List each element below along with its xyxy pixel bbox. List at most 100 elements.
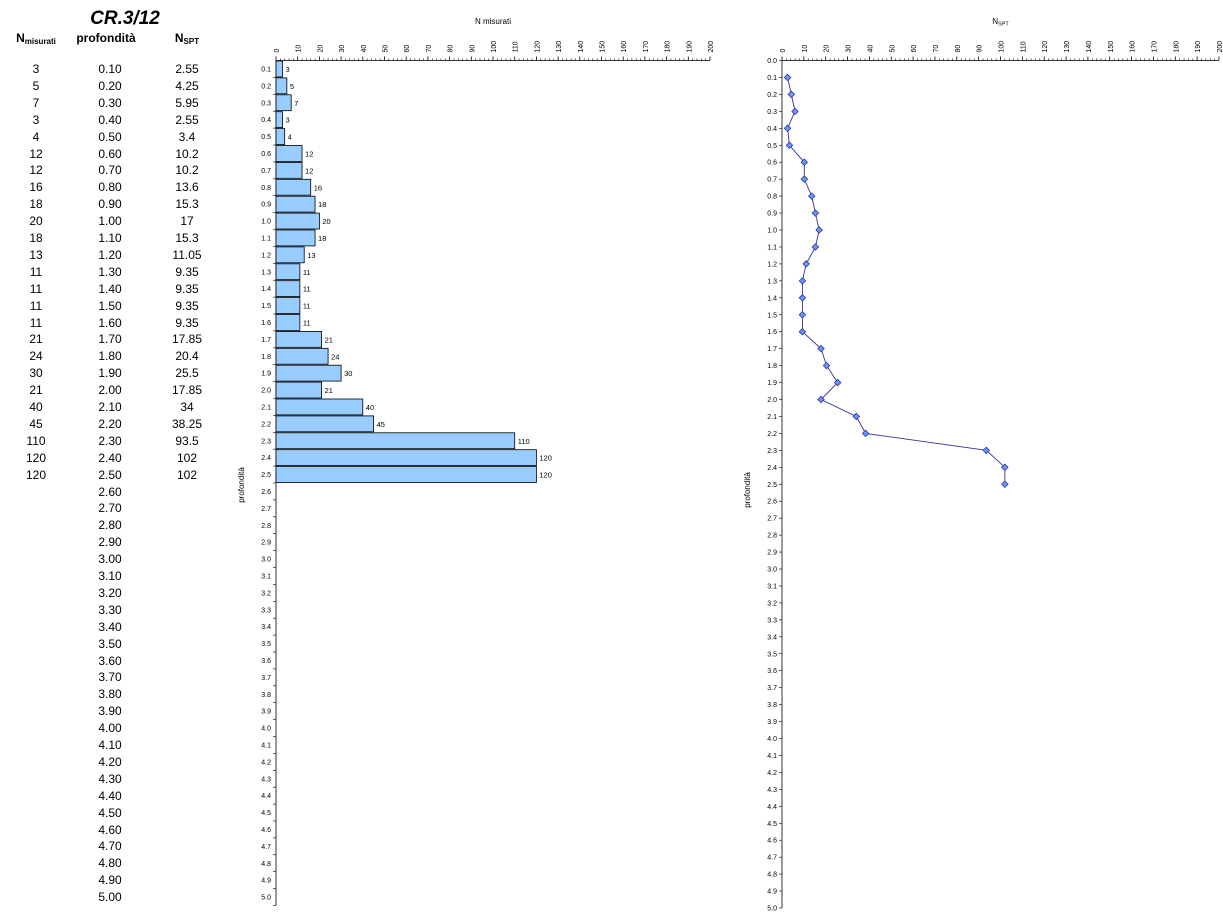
- profondita-cell: 0.20: [98, 78, 122, 93]
- y-tick-label: 3.0: [261, 557, 271, 564]
- profondita-cell: 2.10: [98, 400, 122, 414]
- data-point-marker: [800, 175, 809, 183]
- data-point-marker: [1001, 480, 1009, 489]
- y-tick-label: 1.6: [261, 320, 271, 327]
- n-spt-cell: 4.25: [175, 78, 199, 93]
- series-line: [787, 77, 1006, 485]
- x-tick-label: 0: [274, 49, 281, 53]
- n-misurati-cell: 18: [29, 231, 43, 245]
- y-tick-label: 4.1: [261, 742, 271, 749]
- x-tick-label: 140: [1086, 41, 1093, 53]
- x-tick-label: 190: [686, 41, 693, 53]
- bar: [275, 128, 286, 145]
- y-tick-label: 1.7: [767, 346, 777, 353]
- y-tick-label: 2.4: [767, 465, 777, 472]
- bar: [275, 381, 322, 399]
- x-tick-label: 160: [1130, 41, 1137, 53]
- x-tick-label: 180: [665, 41, 672, 53]
- y-tick-label: 1.3: [261, 269, 271, 276]
- y-tick-label: 1.6: [767, 329, 777, 336]
- n-spt-cell: 2.55: [175, 112, 199, 127]
- y-tick-label: 1.0: [767, 228, 777, 235]
- x-tick-label: 60: [404, 45, 411, 53]
- y-tick-label: 2.8: [261, 523, 271, 530]
- y-tick-label: 0.0: [767, 58, 777, 65]
- data-point-marker: [785, 141, 794, 150]
- y-tick-label: 0.5: [767, 143, 777, 150]
- profondita-cell: 1.50: [98, 298, 122, 313]
- y-tick-label: 0.4: [261, 117, 271, 124]
- y-tick-label: 2.2: [261, 421, 271, 428]
- y-tick-label: 4.7: [261, 844, 271, 851]
- bar-data-label: 24: [331, 352, 339, 361]
- profondita-cell: 0.70: [98, 163, 122, 178]
- x-tick-label: 0: [780, 49, 787, 53]
- n-spt-cell: 102: [176, 450, 198, 465]
- n-spt-cell: 11.05: [172, 247, 202, 262]
- profondita-cell: 4.70: [98, 839, 122, 854]
- bar-data-label: 30: [344, 369, 352, 378]
- y-tick-label: 0.8: [767, 194, 777, 201]
- x-tick-label: 110: [513, 41, 520, 52]
- bar: [275, 212, 320, 230]
- x-tick-label: 10: [802, 45, 809, 53]
- profondita-cell: 3.30: [98, 602, 122, 617]
- data-point-marker: [783, 73, 792, 82]
- y-tick-label: 4.2: [261, 759, 271, 766]
- y-tick-label: 0.1: [767, 75, 777, 82]
- y-tick-label: 0.3: [767, 109, 777, 116]
- y-tick-label: 3.4: [261, 624, 271, 631]
- profondita-cell: 3.40: [98, 619, 122, 634]
- bar: [275, 246, 305, 264]
- y-tick-label: 2.0: [767, 397, 777, 404]
- bar-data-label: 7: [294, 99, 298, 108]
- y-tick-label: 4.4: [767, 804, 777, 811]
- n-spt-cell: 2.55: [175, 62, 199, 76]
- bar: [275, 280, 301, 298]
- y-tick-label: 3.5: [767, 651, 777, 658]
- header-profondita: profondità: [76, 31, 136, 45]
- profondita-cell: 3.90: [98, 704, 122, 719]
- n-spt-cell: 9.35: [175, 315, 199, 330]
- y-tick-label: 2.0: [261, 388, 271, 395]
- y-tick-label: 3.0: [767, 567, 777, 574]
- bar-data-label: 21: [325, 335, 333, 344]
- y-tick-label: 2.9: [261, 540, 271, 547]
- profondita-cell: 2.70: [98, 501, 122, 516]
- n-misurati-bar-chart: N misurati 0 10 20 30 40 50 60 70 80 90 100 110 120 13…: [237, 17, 715, 906]
- x-tick-label: 10: [296, 45, 303, 53]
- profondita-cell: 4.90: [98, 873, 122, 888]
- n-misurati-cell: 120: [25, 450, 47, 465]
- chart-title-sub: SPT: [998, 22, 1009, 28]
- chart-title: N misurati: [475, 17, 511, 26]
- profondita-cell: 1.60: [98, 315, 122, 330]
- bar-data-label: 11: [303, 318, 311, 327]
- y-tick-label: 4.5: [767, 821, 777, 828]
- y-tick-label: 2.5: [767, 482, 777, 489]
- profondita-cell: 4.80: [98, 856, 122, 871]
- profondita-cell: 1.90: [98, 366, 122, 381]
- bar-data-label: 120: [539, 454, 552, 463]
- y-tick-label: 3.4: [767, 634, 777, 641]
- x-tick-label: 70: [426, 45, 433, 53]
- n-misurati-cell: 11: [29, 281, 43, 296]
- n-misurati-cell: 18: [29, 197, 43, 212]
- n-spt-cell: 17.85: [171, 332, 203, 347]
- x-tick-label: 90: [977, 45, 984, 53]
- n-spt-cell: 25.5: [175, 366, 199, 381]
- y-tick-label: 1.1: [767, 244, 777, 251]
- x-tick-label: 90: [469, 45, 476, 53]
- y-tick-label: 3.1: [767, 583, 777, 590]
- bar: [275, 161, 303, 179]
- profondita-cell: 1.30: [98, 264, 122, 279]
- x-tick-label: 170: [1151, 41, 1158, 53]
- y-tick-label: 1.5: [767, 312, 777, 319]
- data-point-marker: [800, 158, 809, 166]
- n-misurati-cell: 11: [29, 315, 43, 330]
- data-point-marker: [811, 243, 820, 251]
- n-misurati-cell: 110: [26, 433, 46, 448]
- x-tick-label: 70: [933, 45, 940, 53]
- y-tick-label: 3.8: [261, 692, 271, 699]
- y-tick-label: 2.7: [261, 506, 271, 513]
- bar: [275, 229, 316, 247]
